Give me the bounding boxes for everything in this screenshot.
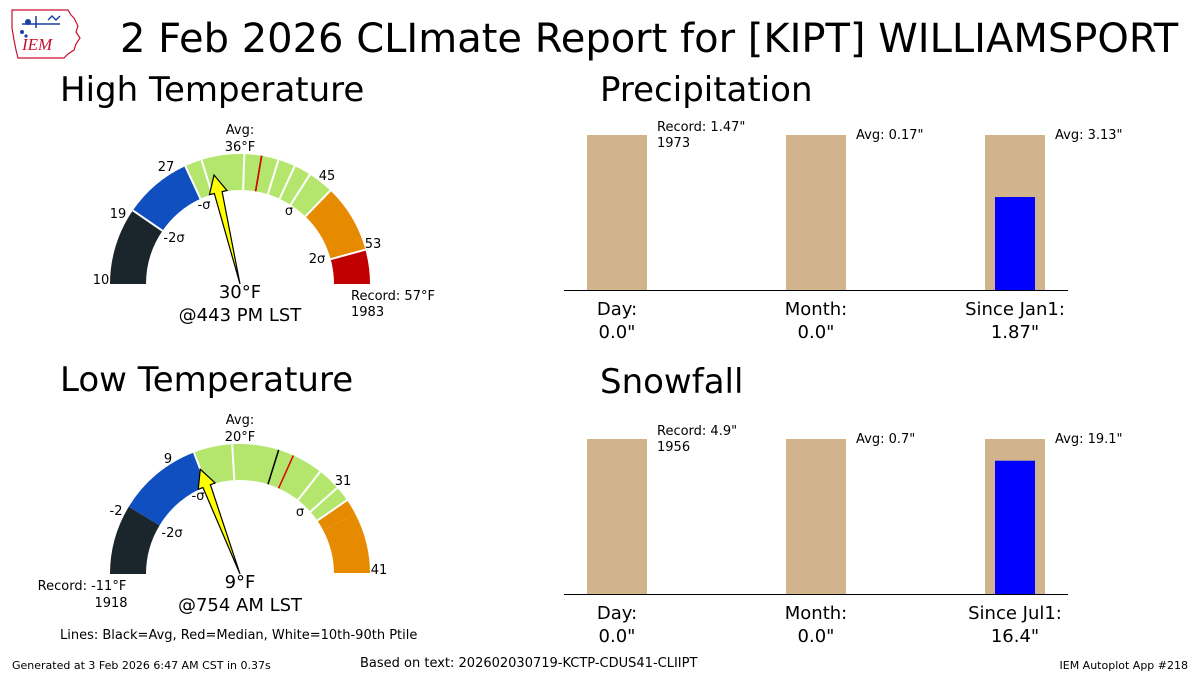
low-band-1 <box>128 452 207 526</box>
high-percentile-line-5 <box>242 154 246 191</box>
high-avg-value: 36°F <box>225 140 256 155</box>
based-on-footer: Based on text: 202602030719-KCTP-CDUS41-… <box>360 656 698 671</box>
iem-logo: IEM <box>11 9 81 59</box>
low-record-label: Record: -11°F <box>38 579 127 594</box>
low-percentile-line-1 <box>316 499 348 522</box>
high-value-label: 30°F <box>219 282 261 303</box>
snow-value-since: 16.4" <box>991 626 1039 647</box>
high-sigma-minus2: -2σ <box>163 231 184 246</box>
snow-observed-bar-2 <box>995 460 1035 594</box>
high-temperature-gauge: Avg: 36°F 10 19 27 45 53 -2σ -σ σ 2σ 30°… <box>93 123 435 326</box>
high-percentile-line-8 <box>289 173 311 206</box>
low-sigma-minus1: -σ <box>192 489 205 504</box>
page-title: 2 Feb 2026 CLImate Report for [KIPT] WIL… <box>120 16 1179 62</box>
high-tick-10: 10 <box>93 273 110 288</box>
precip-annotation-record: Record: 1.47" <box>657 120 745 135</box>
snow-cat-month: Month: <box>785 603 847 624</box>
snow-reference-bar-1 <box>786 439 846 594</box>
high-percentile-line-6 <box>266 159 280 195</box>
high-band-3 <box>305 190 366 260</box>
snow-annotation-season: Avg: 19.1" <box>1055 432 1123 447</box>
low-percentile-line-3 <box>231 444 236 481</box>
high-percentile-line-1 <box>184 165 202 200</box>
low-band-0 <box>110 506 160 574</box>
high-record-year: 1983 <box>351 305 384 320</box>
low-band-3 <box>317 500 356 531</box>
high-avg-label: Avg: <box>226 123 254 138</box>
low-tick-9: 9 <box>164 452 172 467</box>
low-band-2 <box>193 444 347 521</box>
high-percentile-line-3 <box>330 248 366 261</box>
low-sigma-plus1: σ <box>296 505 304 520</box>
high-percentile-line-2 <box>304 189 332 218</box>
legend-note: Lines: Black=Avg, Red=Median, White=10th… <box>60 628 418 643</box>
precip-annotation-month: Avg: 0.17" <box>856 128 924 143</box>
high-tick-27: 27 <box>158 160 175 175</box>
low-needle <box>197 468 241 575</box>
snow-annotation-record: Record: 4.9" <box>657 424 737 439</box>
precip-cat-since: Since Jan1: <box>965 299 1065 320</box>
low-record-year: 1918 <box>94 596 127 611</box>
snowfall-title: Snowfall <box>600 362 744 402</box>
snow-annotation-record-year: 1956 <box>657 440 690 455</box>
high-needle <box>208 173 241 285</box>
precip-cat-month: Month: <box>785 299 847 320</box>
precip-value-month: 0.0" <box>798 322 835 343</box>
precip-value-day: 0.0" <box>599 322 636 343</box>
high-temperature-title: High Temperature <box>60 70 365 110</box>
low-avg-label: Avg: <box>226 413 254 428</box>
low-median-line <box>277 455 295 489</box>
precip-value-since: 1.87" <box>991 322 1039 343</box>
snow-value-day: 0.0" <box>599 626 636 647</box>
high-sigma-plus2: 2σ <box>309 252 326 267</box>
high-sigma-plus1: σ <box>285 204 293 219</box>
high-sigma-minus1: -σ <box>198 198 211 213</box>
precip-annotation-year: Avg: 3.13" <box>1055 128 1123 143</box>
low-tick-31: 31 <box>335 474 352 489</box>
snowfall-chart: Record: 4.9" 1956 Avg: 0.7" Avg: 19.1" D… <box>564 424 1123 647</box>
snow-value-month: 0.0" <box>798 626 835 647</box>
high-tick-53: 53 <box>365 237 382 252</box>
high-percentile-line-0 <box>132 209 164 232</box>
logo-text: IEM <box>21 35 53 54</box>
low-tick-minus2: -2 <box>110 504 123 519</box>
high-time-label: @443 PM LST <box>179 305 303 326</box>
high-percentile-line-7 <box>278 165 296 200</box>
precip-reference-bar-0 <box>587 135 647 290</box>
precip-annotation-record-year: 1973 <box>657 136 690 151</box>
precipitation-title: Precipitation <box>600 70 813 110</box>
low-temperature-title: Low Temperature <box>60 360 354 400</box>
precip-cat-day: Day: <box>597 299 637 320</box>
high-tick-45: 45 <box>319 169 336 184</box>
precipitation-chart: Record: 1.47" 1973 Avg: 0.17" Avg: 3.13"… <box>564 120 1123 343</box>
low-avg-value: 20°F <box>225 430 256 445</box>
snow-annotation-month: Avg: 0.7" <box>856 432 915 447</box>
low-band-4 <box>323 513 370 574</box>
low-percentile-line-5 <box>309 487 338 513</box>
low-percentile-line-4 <box>297 471 321 501</box>
high-median-line <box>254 155 263 192</box>
low-sigma-minus2: -2σ <box>161 526 182 541</box>
low-value-label: 9°F <box>225 572 256 593</box>
snow-reference-bar-0 <box>587 439 647 594</box>
low-average-line <box>267 449 280 485</box>
snow-cat-day: Day: <box>597 603 637 624</box>
low-tick-41: 41 <box>371 563 388 578</box>
precip-observed-bar-2 <box>995 197 1035 290</box>
low-temperature-gauge: Avg: 20°F -2 9 31 41 -2σ -σ σ 9°F @754 A… <box>38 413 388 616</box>
snow-cat-since: Since Jul1: <box>968 603 1062 624</box>
high-band-4 <box>330 249 370 284</box>
high-band-0 <box>110 210 163 284</box>
precip-reference-bar-1 <box>786 135 846 290</box>
generated-footer: Generated at 3 Feb 2026 6:47 AM CST in 0… <box>12 659 271 672</box>
low-time-label: @754 AM LST <box>178 595 303 616</box>
high-band-1 <box>132 166 201 231</box>
app-footer: IEM Autoplot App #218 <box>1059 659 1189 672</box>
high-record-label: Record: 57°F <box>351 289 435 304</box>
high-tick-19: 19 <box>110 207 127 222</box>
